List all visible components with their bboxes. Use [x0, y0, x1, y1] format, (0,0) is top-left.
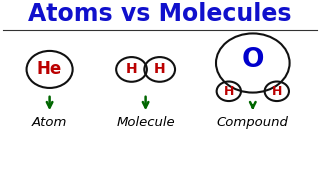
Text: H: H	[126, 62, 137, 76]
Text: He: He	[37, 60, 62, 78]
Text: Compound: Compound	[217, 116, 289, 129]
Text: O: O	[242, 47, 264, 73]
Text: Atom: Atom	[32, 116, 67, 129]
Text: Molecule: Molecule	[116, 116, 175, 129]
Text: H: H	[224, 85, 234, 98]
Text: Atoms vs Molecules: Atoms vs Molecules	[28, 2, 292, 26]
Text: H: H	[154, 62, 165, 76]
Text: H: H	[272, 85, 282, 98]
